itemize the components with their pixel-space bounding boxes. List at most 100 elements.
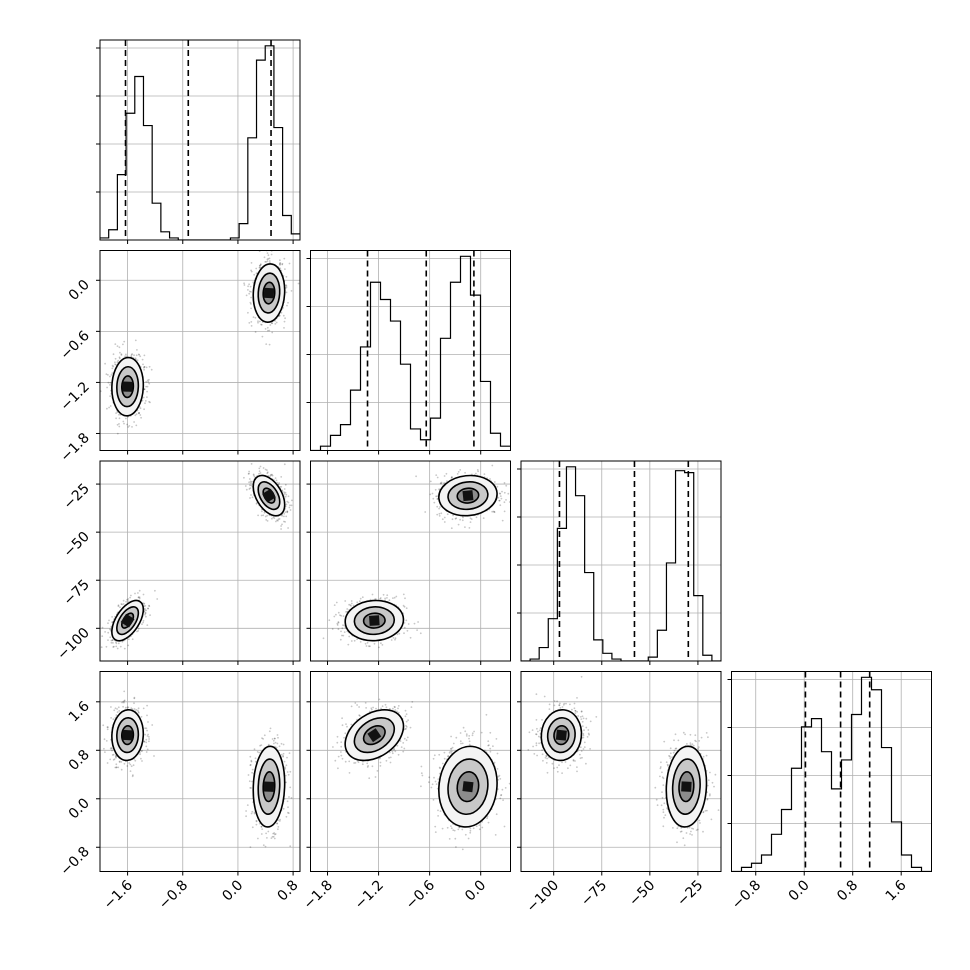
sample-point (436, 497, 439, 500)
sample-point (108, 406, 110, 409)
sample-point (286, 511, 289, 514)
sample-point (146, 729, 149, 732)
sample-point (120, 761, 123, 763)
sample-point (285, 285, 288, 287)
sample-point (132, 774, 134, 776)
sample-point (118, 423, 120, 425)
density-peak (462, 490, 474, 502)
sample-point (436, 505, 439, 508)
sample-point (123, 762, 126, 765)
sample-point (249, 484, 251, 487)
sample-point (112, 365, 115, 368)
sample-point (143, 366, 146, 368)
sample-point (339, 614, 341, 617)
sample-point (250, 482, 252, 484)
sample-point (258, 320, 261, 323)
sample-point (285, 275, 288, 278)
sample-point (285, 515, 288, 518)
sample-point (146, 624, 149, 626)
sample-point (402, 604, 405, 607)
sample-point (141, 623, 143, 626)
sample-point (147, 607, 149, 610)
sample-point (144, 608, 146, 611)
sample-point (258, 264, 261, 267)
sample-point (277, 483, 280, 486)
sample-point (122, 705, 124, 708)
sample-point (121, 640, 124, 643)
sample-point (279, 262, 282, 264)
sample-point (439, 506, 441, 508)
sample-point (127, 598, 130, 600)
sample-point (138, 597, 141, 600)
sample-point (341, 627, 344, 630)
sample-point (403, 605, 406, 608)
sample-point (286, 510, 289, 513)
sample-point (128, 762, 131, 764)
sample-point (415, 475, 417, 478)
sample-point (270, 473, 272, 476)
sample-point (386, 597, 388, 599)
sample-point (109, 629, 112, 631)
sample-point (394, 637, 397, 640)
sample-point (143, 354, 146, 357)
sample-point (110, 639, 113, 642)
sample-point (142, 621, 145, 624)
sample-point (130, 707, 133, 710)
sample-point (266, 326, 269, 329)
sample-point (477, 470, 479, 473)
sample-point (505, 499, 507, 501)
sample-point (144, 400, 147, 402)
sample-point (250, 321, 253, 323)
sample-point (112, 753, 115, 756)
sample-point (507, 492, 510, 495)
sample-point (255, 272, 258, 275)
sample-point (137, 596, 140, 599)
sample-point (138, 589, 141, 592)
sample-point (118, 357, 121, 360)
sample-point (131, 775, 134, 778)
sample-point (134, 357, 137, 360)
sample-point (135, 709, 138, 711)
sample-point (498, 499, 501, 502)
sample-point (118, 356, 121, 359)
sample-point (470, 518, 473, 520)
sample-point (279, 264, 281, 266)
sample-point (263, 511, 266, 514)
sample-point (262, 467, 265, 469)
sample-point (337, 611, 340, 614)
sample-point (112, 642, 114, 644)
sample-point (394, 638, 396, 641)
sample-point (392, 637, 395, 639)
sample-point (438, 512, 441, 515)
sample-point (287, 495, 290, 498)
y-tick-label: −1.8 (57, 430, 92, 465)
sample-point (144, 727, 147, 730)
sample-point (369, 645, 371, 648)
sample-point (249, 453, 251, 455)
sample-point (115, 763, 118, 766)
sample-point (269, 475, 271, 478)
sample-point (116, 708, 118, 710)
sample-point (284, 521, 286, 523)
sample-point (129, 770, 132, 772)
sample-point (331, 628, 334, 630)
y-tick-label: −0.6 (57, 328, 92, 363)
sample-point (283, 512, 286, 515)
sample-point (265, 260, 268, 263)
sample-point (142, 593, 145, 596)
sample-point (283, 463, 286, 466)
sample-point (250, 291, 252, 293)
sample-point (139, 414, 142, 416)
sample-point (118, 346, 121, 349)
sample-point (493, 511, 496, 513)
sample-point (250, 484, 253, 487)
sample-point (286, 304, 288, 307)
sample-point (278, 482, 280, 484)
sample-point (123, 690, 126, 693)
sample-point (468, 527, 471, 529)
sample-point (469, 517, 472, 520)
sample-point (272, 516, 275, 519)
sample-point (144, 612, 147, 615)
sample-point (248, 283, 251, 286)
sample-point (493, 511, 496, 513)
